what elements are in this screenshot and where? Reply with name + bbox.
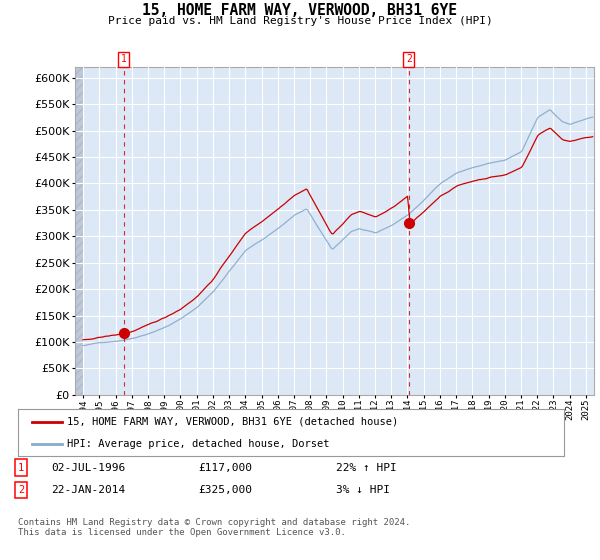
Text: Price paid vs. HM Land Registry's House Price Index (HPI): Price paid vs. HM Land Registry's House … <box>107 16 493 26</box>
Text: 1: 1 <box>18 463 24 473</box>
Text: 02-JUL-1996: 02-JUL-1996 <box>51 463 125 473</box>
Text: 2: 2 <box>406 54 412 64</box>
Text: 22% ↑ HPI: 22% ↑ HPI <box>336 463 397 473</box>
Text: 22-JAN-2014: 22-JAN-2014 <box>51 485 125 495</box>
Text: 2: 2 <box>18 485 24 495</box>
Text: 15, HOME FARM WAY, VERWOOD, BH31 6YE (detached house): 15, HOME FARM WAY, VERWOOD, BH31 6YE (de… <box>67 417 398 427</box>
Text: HPI: Average price, detached house, Dorset: HPI: Average price, detached house, Dors… <box>67 438 329 449</box>
Text: 1: 1 <box>121 54 127 64</box>
Text: 3% ↓ HPI: 3% ↓ HPI <box>336 485 390 495</box>
Text: 15, HOME FARM WAY, VERWOOD, BH31 6YE: 15, HOME FARM WAY, VERWOOD, BH31 6YE <box>143 3 458 18</box>
Text: £117,000: £117,000 <box>198 463 252 473</box>
Text: £325,000: £325,000 <box>198 485 252 495</box>
Text: Contains HM Land Registry data © Crown copyright and database right 2024.
This d: Contains HM Land Registry data © Crown c… <box>18 518 410 538</box>
